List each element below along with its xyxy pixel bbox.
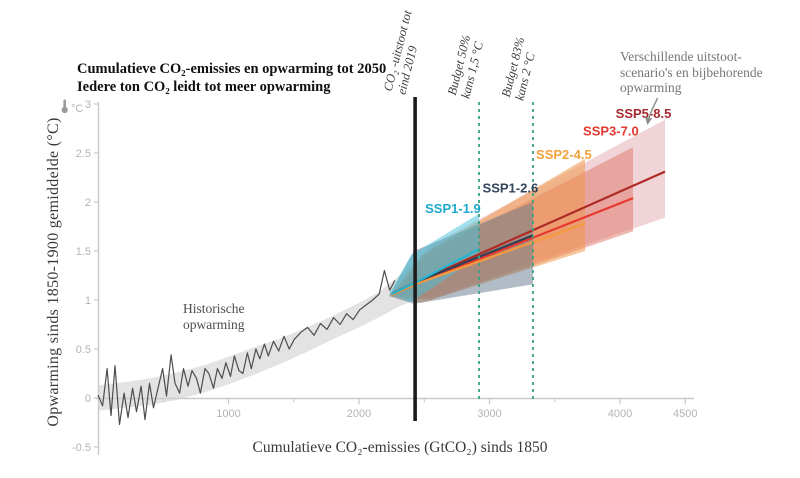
y-tick-label: 2 bbox=[85, 197, 91, 209]
y-tick-label: 2.5 bbox=[76, 148, 91, 160]
y-tick-label: -0.5 bbox=[72, 442, 91, 454]
x-tick-label: 4500 bbox=[673, 408, 697, 420]
scenario-label-ssp3-7-0: SSP3-7.0 bbox=[583, 123, 639, 138]
chart-subtitle: Iedere ton CO₂ leidt tot meer opwarming bbox=[77, 79, 331, 95]
scenario-label-ssp1-2-6: SSP1-2.6 bbox=[483, 180, 539, 195]
y-tick-label: 0 bbox=[85, 393, 91, 405]
chart-title: Cumulatieve CO₂-emissies en opwarming to… bbox=[77, 61, 387, 77]
x-tick-label: 3000 bbox=[477, 408, 501, 420]
scenario-label-ssp1-1-9: SSP1-1.9 bbox=[425, 201, 481, 216]
thermometer-icon-bulb bbox=[61, 106, 68, 114]
y-tick-label: 1.5 bbox=[76, 246, 91, 258]
central-line-ssp1-1-9 bbox=[391, 248, 480, 296]
fan-ssp1-1-9 bbox=[389, 213, 480, 302]
scenario-label-ssp2-4-5: SSP2-4.5 bbox=[536, 147, 592, 162]
chart-title-block: Cumulatieve CO₂-emissies en opwarming to… bbox=[77, 60, 386, 96]
x-axis-label: Cumulatieve CO₂-emissies (GtCO₂) sinds 1… bbox=[252, 439, 548, 456]
thermometer-icon bbox=[63, 99, 66, 109]
scenario-label-ssp5-8-5: SSP5-8.5 bbox=[616, 106, 672, 121]
historical-band bbox=[98, 254, 429, 411]
y-tick-label: 0.5 bbox=[76, 344, 91, 356]
central-line-ssp2-4-5 bbox=[391, 222, 586, 297]
y-tick-label: 3 bbox=[85, 99, 91, 111]
annotation-arrow-head bbox=[644, 116, 653, 125]
historical-warming-label: Historische opwarming bbox=[183, 301, 245, 332]
y-unit-label: °C bbox=[71, 103, 83, 115]
scenario-annotation-text: Verschillende uitstoot- scenario's en bi… bbox=[620, 49, 763, 95]
y-axis-label: Opwarming sinds 1850-1900 gemiddelde (°C… bbox=[45, 117, 62, 427]
x-tick-label: 4000 bbox=[608, 408, 632, 420]
historical-line bbox=[97, 270, 396, 426]
y-tick-label: 1 bbox=[85, 295, 91, 307]
x-tick-label: 1000 bbox=[216, 408, 240, 420]
x-tick-label: 2000 bbox=[347, 408, 371, 420]
